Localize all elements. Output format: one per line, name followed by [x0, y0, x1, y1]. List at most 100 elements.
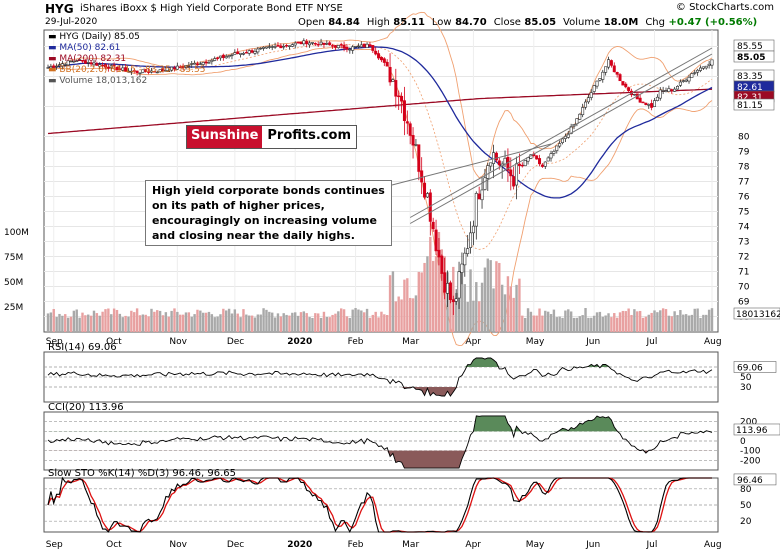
candle-body — [415, 145, 417, 146]
volume-bar — [567, 309, 569, 332]
volume-bar — [127, 317, 129, 332]
volume-bar — [685, 314, 687, 332]
candle-body — [498, 161, 500, 165]
volume-bar — [101, 312, 103, 332]
candle-body — [547, 158, 549, 161]
candle-body — [317, 44, 319, 45]
volume-bar — [636, 311, 638, 332]
cci-axis-label: 0 — [740, 437, 746, 447]
candle-body — [518, 164, 520, 166]
candle-body — [464, 253, 466, 265]
volume-bar — [153, 312, 155, 332]
volume-bar — [466, 302, 468, 332]
price-axis-label: 76 — [738, 193, 750, 203]
candle-body — [320, 42, 322, 44]
volume-bar — [136, 308, 138, 332]
candle-body — [705, 66, 707, 68]
volume-bar — [262, 308, 264, 332]
candle-body — [673, 89, 675, 91]
volume-bar — [665, 309, 667, 332]
volume-bar — [93, 311, 95, 332]
candle-body — [553, 151, 555, 153]
sto-axis-label: 80 — [740, 485, 752, 495]
candle-body — [274, 46, 276, 47]
candle-body — [423, 183, 425, 197]
candle-body — [432, 222, 434, 229]
candle-body — [515, 164, 517, 185]
price-axis-label: 74 — [738, 223, 750, 233]
candle-body — [449, 283, 451, 300]
volume-bar — [257, 314, 259, 332]
volume-bar — [487, 259, 489, 332]
candle-body — [340, 44, 342, 45]
volume-bar — [242, 309, 244, 332]
x-axis-label-bottom: Nov — [169, 540, 187, 550]
volume-bar — [469, 269, 471, 332]
volume-bar — [432, 261, 434, 332]
candle-body — [360, 45, 362, 47]
candle-body — [484, 178, 486, 190]
quote-line: Open 84.84 High 85.11 Low 84.70 Close 85… — [298, 17, 757, 28]
volume-bar — [558, 317, 560, 332]
candle-body — [550, 154, 552, 158]
candle-body — [504, 158, 506, 164]
quote-date: 29-Jul-2020 — [45, 17, 97, 27]
volume-bar — [671, 316, 673, 332]
candle-body — [478, 194, 480, 199]
rsi-axis-label: 30 — [740, 383, 752, 393]
volume-bar — [699, 318, 701, 332]
volume-bar — [556, 317, 558, 332]
volume-bar — [380, 312, 382, 332]
candle-body — [208, 62, 210, 63]
candle-body — [665, 91, 667, 92]
volume-bar — [650, 313, 652, 332]
volume-bar — [216, 317, 218, 332]
candle-body — [265, 47, 267, 48]
ma200-line — [48, 89, 712, 133]
volume-bar — [475, 282, 477, 332]
volume-bar — [64, 314, 66, 332]
volume-bar — [188, 312, 190, 332]
volume-bar — [162, 315, 164, 332]
volume-bar — [639, 311, 641, 332]
volume-bar — [113, 309, 115, 332]
volume-bar — [124, 316, 126, 332]
ticker-symbol: HYG — [45, 2, 74, 16]
candle-body — [613, 66, 615, 72]
price-axis-label: 72 — [738, 253, 749, 263]
volume-bar — [409, 298, 411, 332]
volume-bar — [530, 312, 532, 332]
volume-bar — [518, 279, 520, 332]
candle-body — [222, 55, 224, 58]
candle-body — [420, 171, 422, 182]
candle-body — [357, 46, 359, 47]
candle-body — [679, 82, 681, 85]
volume-bar — [205, 313, 207, 332]
candle-body — [596, 81, 598, 86]
candle-body — [400, 96, 402, 101]
volume-bar — [495, 261, 497, 332]
volume-bar — [280, 316, 282, 332]
volume-bar — [633, 309, 635, 332]
volume-bar — [291, 313, 293, 332]
candle-body — [369, 45, 371, 47]
volume-bar — [87, 315, 89, 332]
rsi-title: RSI(14) 69.06 — [48, 342, 117, 353]
change-value: +0.47 (+0.56%) — [668, 17, 757, 28]
candle-body — [291, 45, 293, 47]
volume-bar — [377, 317, 379, 332]
candle-body — [271, 47, 273, 48]
volume-bar — [627, 309, 629, 332]
volume-bar — [58, 314, 60, 332]
candle-body — [328, 43, 330, 45]
volume-bar — [47, 313, 49, 332]
volume-bar — [607, 313, 609, 332]
candle-body — [581, 107, 583, 114]
candle-body — [622, 81, 624, 85]
candle-body — [314, 43, 316, 44]
volume-bar — [484, 268, 486, 332]
volume-bar — [351, 310, 353, 332]
volume-bar — [573, 318, 575, 332]
volume-bar — [507, 276, 509, 332]
candle-body — [648, 104, 650, 105]
